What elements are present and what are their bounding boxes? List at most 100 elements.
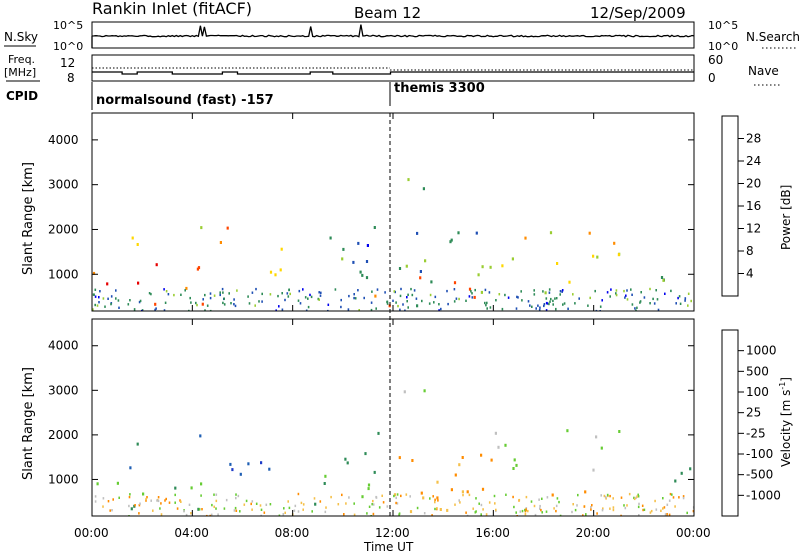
- power-cell: [486, 301, 488, 305]
- velocity-cell: [682, 495, 685, 498]
- velocity-cell: [490, 458, 493, 462]
- velocity-cell: [94, 500, 97, 503]
- power-ytick-label: 1000: [48, 267, 79, 281]
- power-cell: [406, 296, 408, 299]
- velocity-cell: [566, 429, 569, 433]
- velocity-cell: [247, 462, 250, 466]
- velocity-cell: [405, 493, 408, 496]
- power-cell: [515, 307, 518, 310]
- velocity-cell: [649, 511, 652, 514]
- power-cell: [615, 293, 618, 297]
- velocity-cell: [263, 511, 266, 514]
- velocity-cell: [278, 514, 281, 516]
- velocity-colorbar: 1000 500 100 25 -25 -100 -500 -1000: [721, 329, 781, 517]
- velocity-cell: [138, 512, 140, 515]
- power-cell: [601, 299, 603, 302]
- power-cell: [595, 309, 598, 311]
- power-cbar-tick-label: 28: [746, 132, 761, 146]
- velocity-cell: [297, 510, 300, 513]
- power-cell: [289, 292, 291, 296]
- power-cell: [165, 290, 168, 293]
- power-cbar-tick-label: 4: [746, 267, 754, 281]
- velocity-cell: [436, 496, 439, 500]
- nave-label: Nave: [748, 64, 779, 78]
- power-cell: [327, 303, 330, 306]
- power-cell: [213, 294, 216, 297]
- velocity-cell: [156, 499, 158, 502]
- freq-tick-top: 12: [60, 56, 75, 70]
- velocity-cell: [422, 496, 425, 500]
- power-cell: [309, 293, 311, 297]
- power-cell: [286, 292, 289, 295]
- velocity-cell: [633, 496, 635, 500]
- velocity-cell: [259, 504, 262, 507]
- power-cbar-title: Power [dB]: [779, 185, 793, 250]
- velocity-cell: [190, 512, 192, 515]
- power-cell: [317, 297, 320, 301]
- velocity-cell: [475, 510, 477, 513]
- power-cell: [416, 304, 419, 308]
- power-cell: [549, 231, 553, 235]
- velocity-cell: [341, 493, 343, 497]
- time-tick-label: 08:00: [275, 526, 310, 540]
- power-cell: [185, 286, 188, 290]
- velocity-cell: [185, 513, 188, 516]
- power-cell: [353, 296, 355, 300]
- power-cell: [548, 302, 550, 306]
- power-colorbar: 28 24 20 16 12 8 4: [721, 115, 761, 297]
- velocity-cell: [353, 502, 355, 505]
- power-cell: [297, 299, 300, 302]
- power-cell: [223, 297, 225, 300]
- power-cell: [411, 293, 414, 297]
- power-cell: [631, 293, 633, 296]
- power-cell: [204, 309, 206, 311]
- power-cell: [555, 307, 557, 311]
- velocity-cell: [313, 497, 316, 500]
- velocity-cell: [367, 487, 370, 491]
- power-cell: [209, 292, 212, 295]
- power-cell: [610, 288, 612, 291]
- velocity-cell: [494, 431, 497, 435]
- velocity-cell: [668, 499, 671, 502]
- power-cell: [625, 294, 627, 297]
- power-cell: [684, 297, 687, 300]
- velocity-cell: [481, 487, 485, 491]
- power-cell: [318, 298, 320, 301]
- velocity-cell: [450, 488, 453, 492]
- velocity-cell: [373, 470, 376, 474]
- velocity-cell: [505, 493, 507, 496]
- velocity-cell: [176, 507, 179, 510]
- power-cell: [471, 296, 474, 299]
- velocity-cell: [145, 499, 147, 502]
- velocity-cell: [260, 461, 263, 465]
- velocity-cell: [541, 511, 543, 514]
- power-cell: [555, 297, 558, 300]
- power-cell: [606, 291, 609, 294]
- power-cell: [228, 292, 230, 295]
- power-cell: [402, 303, 404, 306]
- power-cbar-tick-label: 20: [746, 177, 761, 191]
- velocity-cell: [179, 499, 181, 502]
- power-cell: [481, 265, 484, 269]
- velocity-cell: [372, 503, 375, 506]
- velocity-cell: [234, 506, 237, 510]
- power-cbar-frame: [721, 115, 739, 297]
- velocity-cell: [139, 502, 141, 505]
- velocity-cell: [546, 496, 549, 499]
- velocity-cell: [454, 503, 456, 506]
- power-cell: [341, 257, 344, 261]
- velocity-cell: [577, 493, 579, 497]
- velocity-cell: [225, 498, 228, 502]
- power-cell: [446, 289, 448, 293]
- power-cell: [236, 289, 238, 292]
- power-cell: [447, 302, 449, 306]
- velocity-cell: [604, 495, 607, 499]
- velocity-cell: [497, 445, 500, 449]
- power-cell: [587, 304, 589, 307]
- power-cell: [279, 268, 282, 272]
- velocity-cell: [521, 509, 524, 513]
- velocity-cell: [465, 511, 467, 514]
- power-cell: [399, 308, 401, 311]
- velocity-cell: [480, 503, 483, 507]
